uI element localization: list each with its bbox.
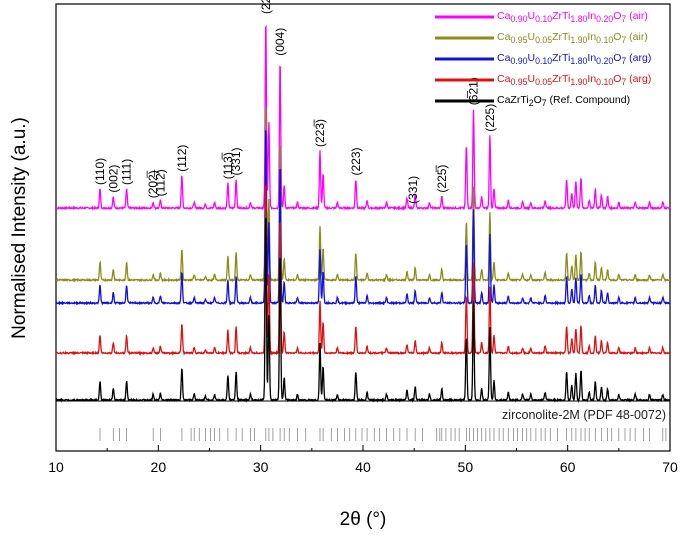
- peak-label: (6̅21): [467, 77, 481, 105]
- legend-entry: Ca0.95U0.05ZrTi1.90In0.10O7 (air): [497, 31, 648, 46]
- reference-label: zirconolite-2M (PDF 48-0072): [502, 408, 666, 422]
- legend-entry: Ca0.90U0.10ZrTi1.80In0.20O7 (air): [497, 10, 648, 25]
- legend-entry: Ca0.95U0.05ZrTi1.90In0.10O7 (arg): [497, 73, 652, 88]
- peak-label: (331): [406, 176, 420, 204]
- x-axis-title: 2θ (°): [340, 509, 387, 530]
- x-tick-label: 50: [458, 459, 474, 475]
- peak-label: (225): [483, 104, 497, 132]
- y-axis-title: Normalised Intensity (a.u.): [9, 117, 30, 339]
- peak-label: (112): [175, 145, 189, 172]
- legend-label: CaZrTi2O7 (Ref. Compound): [497, 94, 631, 109]
- legend-label: Ca0.90U0.10ZrTi1.80In0.20O7 (arg): [497, 52, 652, 67]
- legend-entry: Ca0.90U0.10ZrTi1.80In0.20O7 (arg): [497, 52, 652, 67]
- peak-label: (111): [120, 159, 134, 185]
- peak-label: (110): [93, 158, 107, 185]
- series-line: [55, 217, 671, 404]
- reference-pattern: [99, 428, 667, 441]
- x-axis: 10 20 30 40 50 60 70: [48, 445, 678, 475]
- peak-label: (002): [106, 165, 120, 193]
- legend-label: Ca0.95U0.05ZrTi1.90In0.10O7 (air): [497, 31, 648, 46]
- x-tick-label: 10: [48, 459, 64, 475]
- x-tick-label: 40: [355, 459, 371, 475]
- peak-label: (331): [229, 147, 243, 175]
- legend-label: Ca0.95U0.05ZrTi1.90In0.10O7 (arg): [497, 73, 652, 88]
- peak-label: (225̅): [435, 165, 449, 193]
- series-line: [55, 185, 671, 356]
- legend-label: Ca0.90U0.10ZrTi1.80In0.20O7 (air): [497, 10, 648, 25]
- legend: Ca0.90U0.10ZrTi1.80In0.20O7 (air) Ca0.95U…: [435, 10, 652, 109]
- series-line: [55, 129, 671, 306]
- peak-label: (223): [349, 147, 363, 175]
- series-line: [55, 24, 671, 212]
- series-line: [55, 107, 671, 283]
- peak-label: (202̅): [146, 170, 160, 198]
- peak-label-layer: (110) (002) (111) (202̅)(112̅)(112) (113̅)(3…: [93, 0, 497, 204]
- peak-label: (223̅): [313, 119, 327, 147]
- peak-label: (004): [273, 28, 287, 56]
- x-tick-label: 20: [151, 459, 167, 475]
- peak-label: (221): [259, 0, 273, 14]
- x-tick-label: 70: [662, 459, 678, 475]
- peak-label: (112̅): [153, 169, 167, 196]
- x-tick-label: 30: [253, 459, 269, 475]
- x-tick-label: 60: [560, 459, 576, 475]
- legend-entry: CaZrTi2O7 (Ref. Compound): [497, 94, 631, 109]
- series-layer: [55, 24, 671, 404]
- peak-label: (113̅): [221, 152, 235, 179]
